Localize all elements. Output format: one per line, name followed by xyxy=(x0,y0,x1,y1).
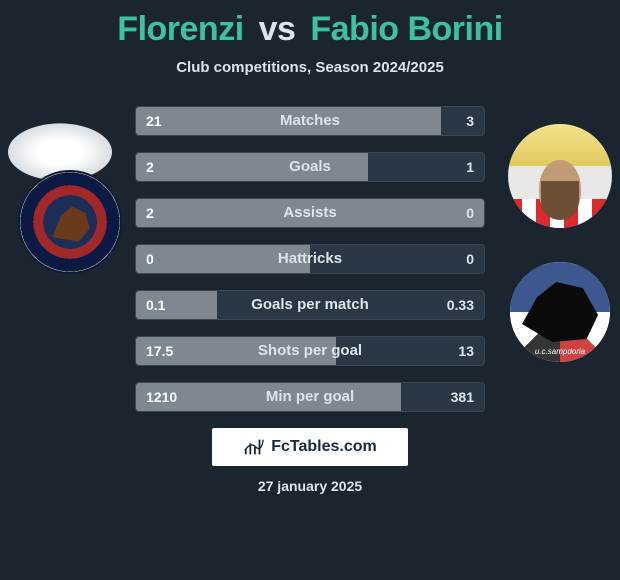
stat-row: 1210381Min per goal xyxy=(135,382,485,412)
stat-label: Hattricks xyxy=(136,245,484,273)
stat-row: 20Assists xyxy=(135,198,485,228)
stat-label: Matches xyxy=(136,107,484,135)
club1-badge xyxy=(18,170,122,274)
stat-row: 00Hattricks xyxy=(135,244,485,274)
stat-label: Assists xyxy=(136,199,484,227)
player2-name: Fabio Borini xyxy=(310,10,502,48)
club2-badge: u.c.sampdoria xyxy=(508,260,612,364)
fctables-badge: FcTables.com xyxy=(212,428,408,466)
player1-name: Florenzi xyxy=(117,10,243,48)
stat-label: Goals per match xyxy=(136,291,484,319)
stat-label: Min per goal xyxy=(136,383,484,411)
date-text: 27 january 2025 xyxy=(0,478,620,494)
vs-text: vs xyxy=(259,10,296,48)
subtitle: Club competitions, Season 2024/2025 xyxy=(0,59,620,76)
stat-label: Goals xyxy=(136,153,484,181)
stat-row: 17.513Shots per goal xyxy=(135,336,485,366)
stat-label: Shots per goal xyxy=(136,337,484,365)
comparison-title: Florenzi vs Fabio Borini xyxy=(0,0,620,49)
club2-text: u.c.sampdoria xyxy=(510,347,610,356)
fctables-text: FcTables.com xyxy=(271,438,377,456)
stats-table: 213Matches 21Goals 20Assists 00Hattricks 0.1… xyxy=(135,106,485,412)
stat-row: 0.10.33Goals per match xyxy=(135,290,485,320)
fctables-logo-icon xyxy=(243,436,265,458)
stat-row: 213Matches xyxy=(135,106,485,136)
player2-avatar xyxy=(508,124,612,228)
stat-row: 21Goals xyxy=(135,152,485,182)
